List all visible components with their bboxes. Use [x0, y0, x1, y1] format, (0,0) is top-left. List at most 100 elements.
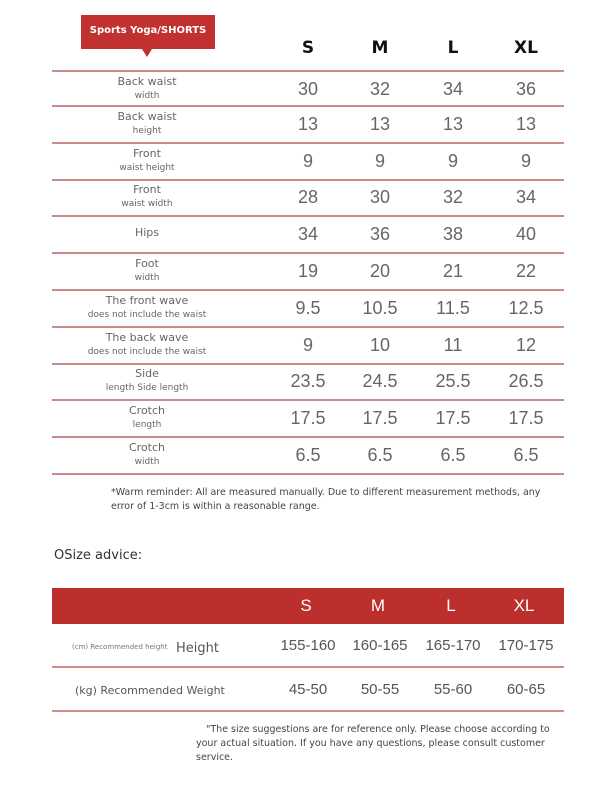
height-small-label: (cm) Recommended height — [72, 643, 168, 651]
measurement-row: Side length Side length 23.5 24.5 25.5 26.5 — [52, 364, 564, 402]
weight-m: 50-55 — [360, 681, 400, 698]
value-m: 36 — [369, 224, 391, 245]
measurement-label: The front wave — [105, 293, 189, 307]
value-m: 10.5 — [362, 297, 398, 318]
value-l: 17.5 — [435, 408, 471, 429]
value-l: 32 — [442, 187, 464, 208]
value-m: 6.5 — [367, 445, 393, 465]
value-s: 9.5 — [295, 297, 321, 318]
measurement-sublabel: width — [134, 273, 160, 283]
measurement-label: Crotch — [128, 441, 166, 454]
measurement-sublabel: does not include the waist — [87, 346, 207, 357]
measurement-row: The front wave does not include the waist… — [52, 291, 564, 328]
value-l: 11.5 — [436, 297, 470, 318]
height-l: 165-170 — [425, 637, 481, 654]
measurement-label: Front — [133, 146, 161, 160]
height-label: Height — [176, 641, 219, 656]
size-header-xl: XL — [514, 38, 538, 58]
weight-row: (kg) Recommended Weight 45-50 50-55 55-6… — [52, 668, 564, 712]
size-header-m: M — [371, 38, 389, 58]
measurement-sublabel: length Side length — [105, 383, 189, 394]
advice-header-bar: S M L XL — [52, 588, 564, 624]
weight-xl: 60-65 — [506, 681, 546, 698]
advice-size-m: M — [370, 596, 386, 615]
measurement-sublabel: waist height — [119, 162, 175, 173]
measurement-sublabel: width — [134, 91, 160, 101]
weight-s: 45-50 — [288, 681, 328, 698]
size-header-s: S — [301, 38, 315, 58]
value-xl: 13 — [515, 113, 537, 134]
value-xl: 12 — [515, 334, 537, 355]
measurement-sublabel: does not include the waist — [87, 309, 207, 320]
value-xl: 22 — [515, 261, 537, 281]
size-footnote: "The size suggestions are for reference … — [196, 724, 550, 763]
value-l: 21 — [442, 261, 464, 281]
measurement-label: Crotch — [128, 404, 166, 418]
measurement-row: Front waist width 28 30 32 34 — [52, 180, 564, 218]
value-xl: 40 — [515, 224, 537, 245]
measurement-label: Foot — [135, 257, 159, 270]
value-xl: 36 — [515, 79, 537, 99]
height-row: (cm) Recommended height Height 155-160 1… — [52, 624, 564, 668]
size-header-l: L — [447, 38, 459, 58]
value-m: 13 — [369, 113, 391, 134]
value-s: 17.5 — [290, 408, 326, 429]
measurement-label: Hips — [134, 226, 160, 240]
weight-l: 55-60 — [433, 681, 473, 698]
measurement-label: Front — [133, 183, 161, 197]
measurement-row: The back wave does not include the waist … — [52, 328, 564, 365]
value-s: 28 — [297, 187, 319, 208]
product-tag: Sports Yoga/SHORTS — [81, 15, 215, 57]
weight-label: (kg) Recommended Weight — [75, 684, 225, 697]
value-s: 13 — [297, 113, 319, 134]
value-xl: 17.5 — [508, 408, 544, 429]
value-s: 23.5 — [290, 371, 326, 392]
value-xl: 9 — [520, 150, 531, 171]
value-s: 9 — [302, 150, 313, 171]
value-l: 34 — [442, 79, 464, 99]
measurement-sublabel: height — [132, 125, 162, 136]
value-m: 9 — [374, 150, 385, 171]
value-l: 9 — [447, 150, 458, 171]
measurement-row: Back waist width 30 32 34 36 — [52, 70, 564, 107]
value-xl: 6.5 — [513, 445, 539, 465]
value-xl: 34 — [515, 187, 537, 208]
advice-size-xl: XL — [513, 596, 535, 615]
measurement-row: Front waist height 9 9 9 9 — [52, 144, 564, 181]
measurement-sublabel: length — [132, 420, 162, 431]
measurement-row: Foot width 19 20 21 22 — [52, 254, 564, 291]
value-xl: 26.5 — [508, 371, 544, 392]
measurement-row: Hips 34 36 38 40 — [52, 217, 564, 255]
value-m: 32 — [369, 79, 391, 99]
measurement-label: Back waist — [117, 109, 177, 123]
value-m: 17.5 — [362, 408, 398, 429]
measurement-row: Back waist height 13 13 13 13 — [52, 107, 564, 144]
measurement-sublabel: waist width — [121, 199, 173, 210]
value-xl: 12.5 — [508, 297, 544, 318]
measurement-row: Crotch length 17.5 17.5 17.5 17.5 — [52, 401, 564, 439]
value-m: 24.5 — [362, 371, 398, 392]
value-s: 19 — [297, 261, 319, 281]
value-l: 6.5 — [440, 445, 466, 465]
value-s: 30 — [297, 79, 319, 99]
measurement-label: The back wave — [105, 330, 189, 344]
value-s: 34 — [297, 224, 319, 245]
value-l: 13 — [442, 113, 464, 134]
measurement-row: Crotch width 6.5 6.5 6.5 6.5 — [52, 438, 564, 475]
value-s: 9 — [302, 334, 313, 355]
advice-size-l: L — [446, 596, 456, 615]
measurement-label: Side — [135, 367, 159, 381]
value-m: 20 — [369, 261, 391, 281]
measurement-label: Back waist — [117, 75, 177, 88]
height-m: 160-165 — [352, 637, 408, 654]
value-l: 25.5 — [435, 371, 471, 392]
measurement-sublabel: width — [134, 457, 160, 467]
value-s: 6.5 — [295, 445, 321, 465]
advice-size-s: S — [300, 596, 312, 615]
height-xl: 170-175 — [498, 637, 554, 654]
value-l: 11 — [443, 334, 463, 355]
value-m: 10 — [369, 334, 391, 355]
height-s: 155-160 — [280, 637, 336, 654]
value-m: 30 — [369, 187, 391, 208]
size-advice-title: OSize advice: — [54, 548, 143, 563]
